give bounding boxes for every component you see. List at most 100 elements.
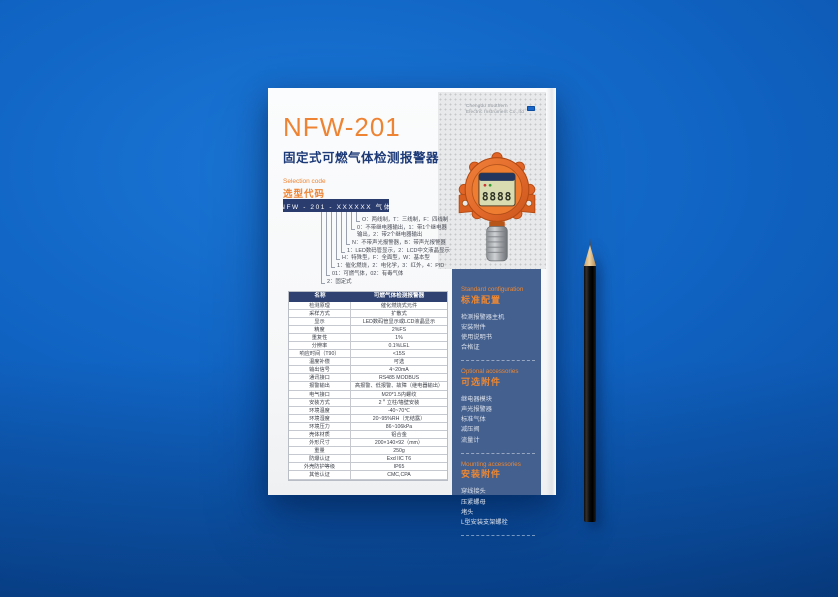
section-title-cn: 安装附件 [461, 469, 502, 480]
lcd-digits: 8888 [482, 191, 512, 204]
spec-row-label: 防爆认证 [289, 455, 351, 464]
product-model-title: NFW-201 [283, 112, 401, 142]
spec-row-value: -40~70℃ [351, 407, 447, 415]
spec-row-label: 外形尺寸 [289, 439, 351, 448]
spec-row: 重量 250g [289, 447, 447, 456]
spec-row-label: 环境湿度 [289, 414, 351, 423]
spec-row-label: 显示 [289, 317, 351, 326]
company-logo-icon [527, 106, 535, 112]
spec-row-label: 精度 [289, 325, 351, 334]
spec-row-label: 响应时间（T90） [289, 350, 351, 359]
spec-row: 环境湿度 20~95%RH（无结露） [289, 414, 447, 423]
spec-table-header: 名称 可燃气体检测报警器 [289, 292, 447, 302]
spec-header-value: 可燃气体检测报警器 [373, 293, 425, 299]
spec-row: 环境压力 86~106kPa [289, 422, 447, 431]
tree-connector [341, 212, 342, 252]
spec-row: 电气接口 M20*1.5内螺纹 [289, 390, 447, 399]
section-item: 安装附件 [461, 323, 486, 331]
spec-row-value: 催化燃烧式元件 [351, 302, 447, 310]
section-separator [461, 360, 535, 362]
sensor-neck [489, 221, 505, 227]
selection-code-bar: NFW - 201 - XXXXXX 气体 [280, 199, 390, 212]
spec-row-label: 安装方式 [289, 398, 351, 407]
spec-row-value: 扩散式 [351, 310, 447, 318]
tree-connector [331, 212, 332, 267]
tree-connector [326, 274, 330, 276]
spec-row-label: 输出信号 [289, 366, 351, 375]
spec-row-value: 1% [351, 334, 447, 342]
pencil-lead-tip [588, 238, 591, 247]
tree-connector [346, 243, 350, 245]
spec-row-value: CMC,CPA [351, 471, 447, 480]
section-item: 流量计 [461, 436, 480, 444]
tree-connector [351, 212, 352, 229]
section-separator [461, 535, 535, 537]
spec-row: 外壳防护等级 IP65 [289, 463, 447, 472]
tree-connector [331, 266, 335, 268]
sensor-ribs [487, 231, 507, 253]
spec-row-value: 4~20mA [351, 366, 447, 375]
company-name-line2: Electric Instrument Co.,ltd [466, 108, 524, 114]
section-item: 继电器模块 [461, 395, 492, 403]
power-led [488, 183, 492, 187]
spec-row-value: 20~95%RH（无结露） [351, 415, 447, 423]
selection-code-label-cn: 选型代码 [283, 189, 326, 200]
spec-header-name: 名称 [314, 293, 326, 299]
spec-row-value: LED数码管显示或LCD液晶显示 [351, 318, 447, 326]
spec-row: 输出信号 4~20mA [289, 366, 447, 375]
spec-row-value: 86~106kPa [351, 423, 447, 431]
tree-connector [321, 212, 322, 283]
page-edge-highlight [546, 88, 556, 495]
alarm-led [483, 183, 487, 187]
selection-option: 1：LED数码管显示，2：LCD中文液晶显示 [347, 247, 450, 254]
selection-option: N：不带声光报警器，B：带声光报警器 [352, 239, 446, 246]
pencil-body [584, 266, 596, 522]
selection-code-tree: O：两线制，T：三线制，F：四线制 0：不带继电器输出，1：带1个继电器输出，2… [290, 212, 452, 290]
tree-connector [336, 212, 337, 259]
spec-row: 采样方式 扩散式 [289, 309, 447, 318]
section-item: 使用说明书 [461, 333, 492, 341]
spec-row-label: 分辨率 [289, 341, 351, 351]
spec-row-value: 200×140×92（mm） [351, 439, 447, 448]
gas-detector-photo: 8888 [454, 142, 540, 268]
company-name: Chengdu Southern Electric Instrument Co.… [466, 103, 524, 114]
spec-row-label: 重复性 [289, 333, 351, 342]
spec-row-value: 铝合金 [351, 431, 447, 440]
spec-row-label: 外壳防护等级 [289, 463, 351, 472]
section-items: 穿线接头 压紧螺母 堵头 L型安装支架螺栓 [461, 487, 535, 528]
company-brand: Chengdu Southern Electric Instrument Co.… [466, 103, 546, 114]
tree-connector [326, 212, 327, 275]
spec-row: 通讯接口 RS485 MODBUS [289, 374, 447, 383]
spec-table: 名称 可燃气体检测报警器 检测原理 催化燃烧式元件 采样方式 扩散式 显示 LE… [288, 291, 448, 481]
section-item: 压紧螺母 [461, 498, 486, 506]
selection-option: 1：催化燃烧，2：电化学，3：红外，4：PID [337, 263, 445, 270]
selection-option: 0：不带继电器输出，1：带1个继电器输出，2：带2个继电器输出 [357, 224, 447, 238]
section-title-en: Standard configuration [461, 286, 524, 293]
section-items: 检测报警器主机 安装附件 使用说明书 合格证 [461, 313, 535, 354]
spec-row-value: M20*1.5内螺纹 [351, 391, 447, 399]
spec-row-label: 报警输出 [289, 382, 351, 391]
spec-row-label: 壳体材质 [289, 431, 351, 440]
selection-option: 2：固定式 [327, 278, 352, 285]
spec-row: 防爆认证 Exd IIC T6 [289, 455, 447, 464]
selection-option: H：特殊型，F：全面型，W：基本型 [342, 255, 430, 262]
spec-row-label: 环境温度 [289, 406, 351, 415]
section-item: 堵头 [461, 508, 474, 516]
spec-row: 温度补偿 可选 [289, 358, 447, 367]
spec-row-label: 重量 [289, 447, 351, 456]
display-bezel [478, 172, 516, 207]
selection-option: O：两线制，T：三线制，F：四线制 [362, 217, 449, 223]
spec-row: 其他认证 CMC,CPA [289, 471, 447, 480]
tree-connector [356, 212, 357, 221]
spec-row-label: 采样方式 [289, 309, 351, 318]
spec-row: 壳体材质 铝合金 [289, 431, 447, 440]
spec-row-value: 0.1%LEL [351, 342, 447, 351]
pencil [584, 238, 596, 522]
spec-row-value: 2＂立柱/墙壁安装 [351, 399, 447, 407]
section-item: 穿线接头 [461, 488, 486, 496]
tree-connector [321, 282, 325, 284]
spec-row-label: 其他认证 [289, 471, 351, 480]
tree-connector [346, 212, 347, 244]
spec-row-label: 环境压力 [289, 422, 351, 431]
spec-row: 显示 LED数码管显示或LCD液晶显示 [289, 317, 447, 326]
